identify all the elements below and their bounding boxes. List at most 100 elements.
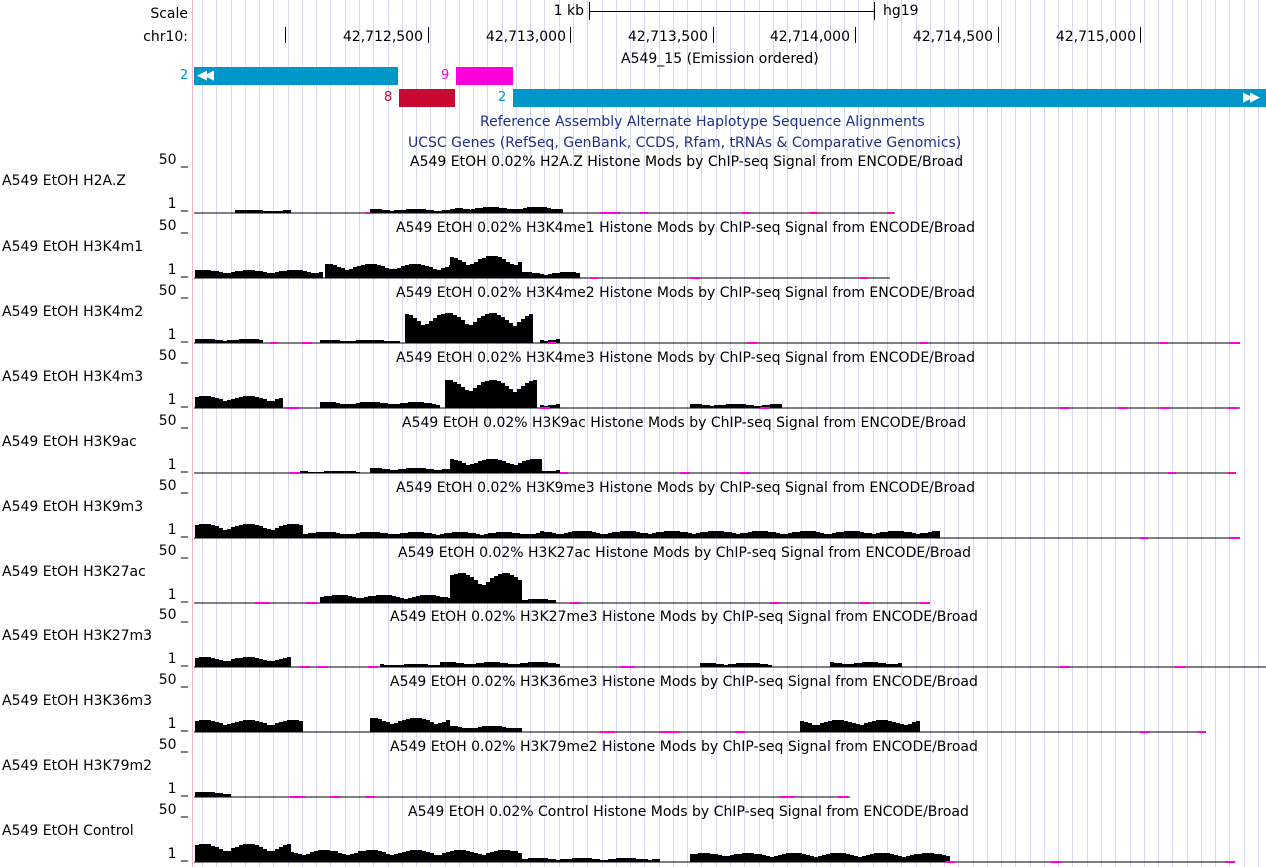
signal-bar	[517, 389, 521, 408]
track-title[interactable]: A549 EtOH 0.02% H3K4me1 Histone Mods by …	[396, 220, 975, 236]
signal-bar	[408, 402, 412, 408]
signal-bar	[404, 403, 408, 408]
track-label[interactable]: A549 EtOH H3K79m2	[2, 758, 153, 774]
signal-bar	[544, 275, 548, 278]
signal-bar	[488, 533, 492, 538]
signal-bar	[223, 273, 227, 278]
gridline	[401, 0, 403, 867]
gridline	[929, 0, 931, 867]
data-gap-marker	[365, 212, 370, 214]
signal-bar	[390, 855, 394, 862]
gridline	[901, 0, 903, 867]
signal-bar	[556, 339, 560, 343]
track-title[interactable]: A549 EtOH 0.02% H3K79me2 Histone Mods by…	[390, 739, 978, 755]
signal-bar	[628, 531, 632, 538]
track-label[interactable]: A549 EtOH H3K9ac	[2, 434, 137, 450]
track-label[interactable]: A549 EtOH H3K36m3	[2, 693, 153, 709]
track-title[interactable]: A549 EtOH 0.02% H3K27me3 Histone Mods by…	[390, 609, 978, 625]
signal-bar	[319, 272, 323, 278]
track-label[interactable]: A549 EtOH Control	[2, 823, 134, 839]
signal-bar	[195, 397, 199, 408]
signal-bar	[417, 321, 421, 343]
chromhmm-state-8-segment[interactable]	[399, 89, 455, 107]
track-label[interactable]: A549 EtOH H3K27ac	[2, 564, 146, 580]
data-gap-marker	[305, 602, 318, 604]
track-title[interactable]: A549 EtOH 0.02% Control Histone Mods by …	[408, 804, 969, 820]
alt-haplotype-track-title[interactable]: Reference Assembly Alternate Haplotype S…	[480, 114, 925, 130]
signal-bar	[432, 404, 436, 408]
signal-bar	[255, 271, 259, 278]
signal-bar	[840, 720, 844, 732]
signal-bar	[352, 471, 356, 473]
signal-bar	[239, 271, 243, 278]
signal-bar	[324, 471, 328, 473]
signal-bar	[215, 398, 219, 408]
signal-bar	[448, 662, 452, 667]
track-title[interactable]: A549 EtOH 0.02% H3K4me3 Histone Mods by …	[396, 350, 975, 366]
ruler-tick	[855, 27, 856, 43]
scroll-left-icon: ◀◀	[197, 68, 214, 83]
track-title[interactable]: A549 EtOH 0.02% H3K36me3 Histone Mods by…	[390, 674, 978, 690]
track-label[interactable]: A549 EtOH H3K4m3	[2, 369, 144, 385]
signal-bar	[287, 524, 291, 538]
ucsc-genes-track-title[interactable]: UCSC Genes (RefSeq, GenBank, CCDS, Rfam,…	[408, 135, 962, 151]
signal-bar	[223, 341, 227, 343]
signal-bar	[392, 665, 396, 667]
signal-bar	[374, 209, 378, 213]
signal-bar	[356, 340, 360, 343]
data-gap-marker	[945, 861, 955, 863]
signal-bar	[892, 531, 896, 538]
chromhmm-state-2-segment[interactable]: ◀◀	[194, 67, 398, 85]
signal-bar	[231, 723, 235, 732]
signal-bar	[243, 339, 247, 343]
gridline	[986, 0, 988, 867]
signal-bar	[235, 398, 239, 408]
signal-bar	[422, 851, 426, 862]
track-label[interactable]: A549 EtOH H3K27m3	[2, 628, 153, 644]
signal-bar	[432, 595, 436, 603]
signal-bar	[882, 853, 886, 862]
chrom-label: chr10:	[143, 29, 188, 45]
signal-bar	[734, 854, 738, 862]
data-gap-marker	[1160, 407, 1170, 409]
track-title[interactable]: A549 EtOH 0.02% H3K4me2 Histone Mods by …	[396, 285, 975, 301]
signal-bar	[752, 531, 756, 538]
signal-bar	[263, 399, 267, 408]
signal-bar	[396, 597, 400, 603]
chromhmm-state-2-segment[interactable]: ▶▶	[513, 89, 1266, 107]
signal-bar	[291, 524, 295, 538]
track-title[interactable]: A549 EtOH 0.02% H3K9ac Histone Mods by C…	[402, 415, 967, 431]
signal-bar	[832, 720, 836, 732]
signal-bar	[315, 273, 319, 278]
signal-bar	[307, 272, 311, 278]
track-title[interactable]: A549 EtOH 0.02% H2A.Z Histone Mods by Ch…	[410, 154, 964, 170]
signal-bar	[498, 850, 502, 862]
track-label[interactable]: A549 EtOH H3K4m1	[2, 239, 144, 255]
signal-bar	[548, 663, 552, 667]
track-label[interactable]: A549 EtOH H3K9m3	[2, 499, 144, 515]
signal-bar	[420, 664, 424, 667]
axis-min-label: 1 _	[167, 196, 188, 212]
signal-bar	[416, 664, 420, 667]
signal-bar	[259, 340, 263, 343]
signal-bar	[461, 320, 465, 343]
signal-bar	[908, 724, 912, 732]
signal-bar	[576, 858, 580, 862]
signal-bar	[560, 272, 564, 278]
signal-bar	[239, 658, 243, 667]
signal-bar	[328, 471, 332, 473]
signal-bar	[291, 270, 295, 278]
signal-bar	[412, 664, 416, 667]
signal-bar	[584, 858, 588, 862]
signal-bar	[544, 599, 548, 603]
gridline	[801, 0, 803, 867]
track-label[interactable]: A549 EtOH H3K4m2	[2, 304, 144, 320]
signal-bar	[442, 469, 446, 473]
track-title[interactable]: A549 EtOH 0.02% H3K27ac Histone Mods by …	[398, 545, 971, 561]
signal-bar	[862, 856, 866, 862]
track-label[interactable]: A549 EtOH H2A.Z	[2, 173, 126, 189]
data-gap-marker	[1050, 861, 1062, 863]
chromhmm-state-9-segment[interactable]	[456, 67, 513, 85]
track-title[interactable]: A549 EtOH 0.02% H3K9me3 Histone Mods by …	[396, 480, 975, 496]
